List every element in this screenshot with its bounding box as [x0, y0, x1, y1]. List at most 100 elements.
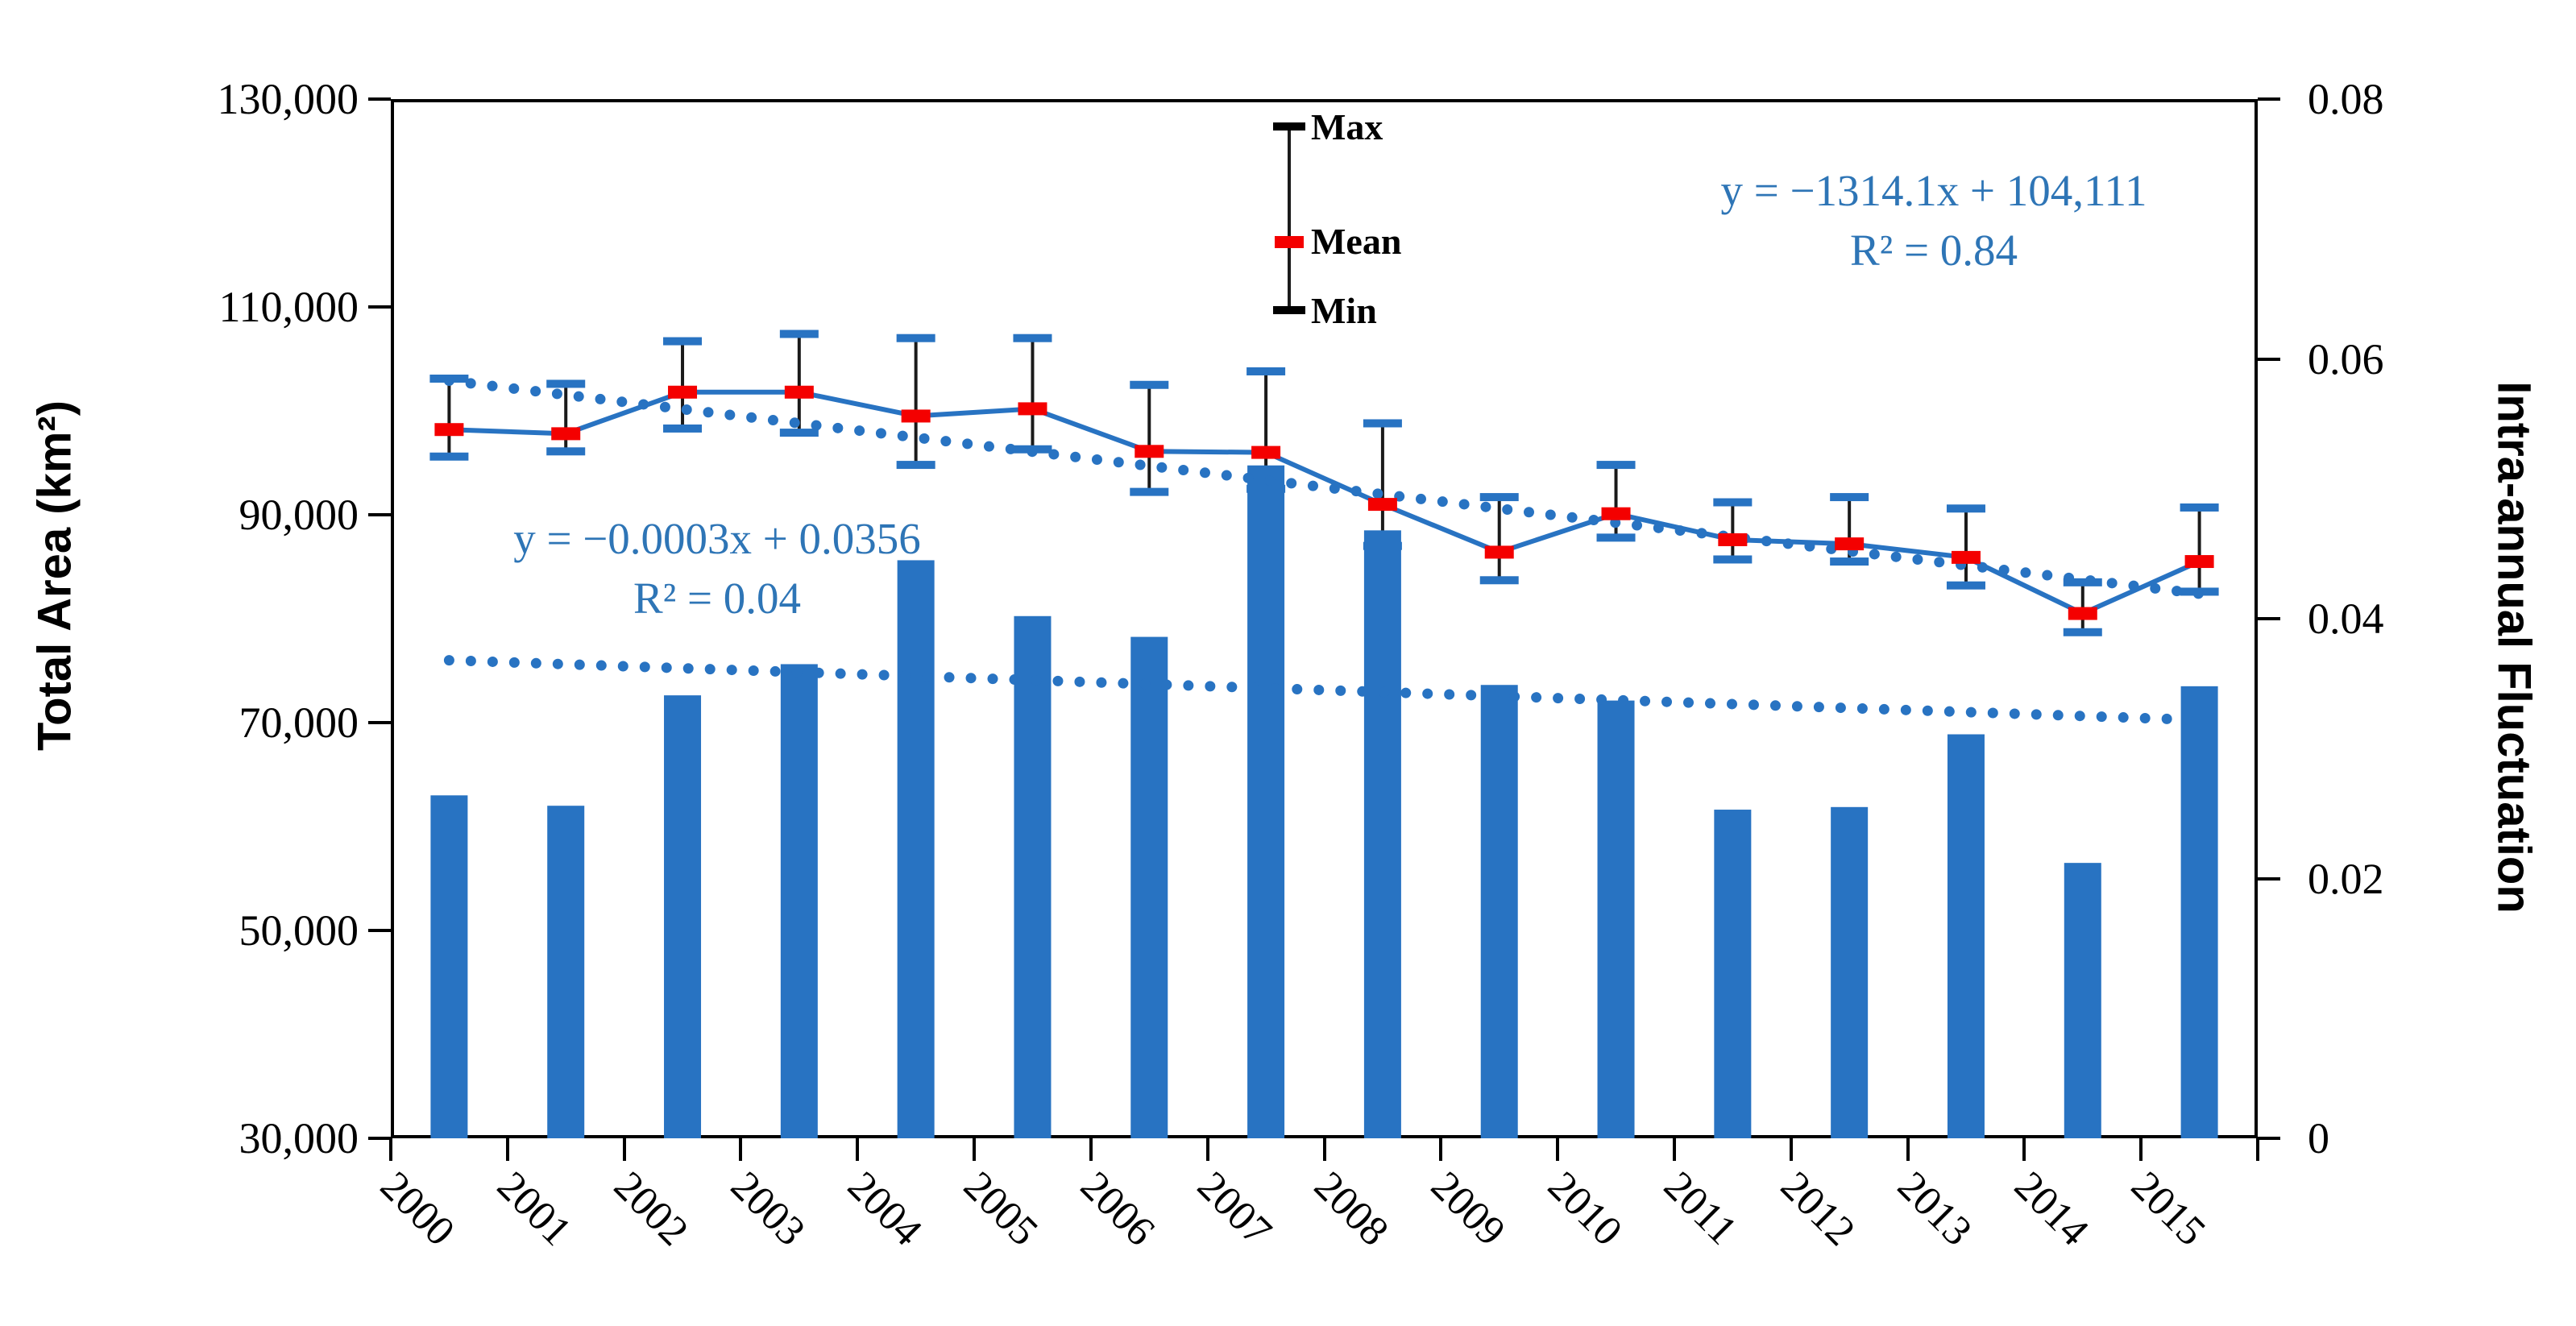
- bar-2002: [664, 695, 702, 1138]
- mean-marker-2000: [434, 423, 464, 437]
- errorbar-max-cap-2006: [1130, 380, 1169, 389]
- mean-marker-2012: [1835, 537, 1865, 551]
- errorbar-min-cap-2006: [1130, 487, 1169, 496]
- legend-errorbar-stem: [1288, 126, 1291, 310]
- bar-2001: [547, 806, 585, 1138]
- left-axis-label-110000: 110,000: [218, 283, 359, 331]
- left-axis-tick-130000: [368, 97, 391, 101]
- errorbar-min-cap-2013: [1946, 581, 1985, 590]
- legend-max-cap-icon: [1273, 122, 1305, 131]
- right-axis-tick-0.02: [2258, 876, 2280, 881]
- errorbar-min-cap-2003: [779, 429, 819, 437]
- x-axis-tick-13: [1906, 1138, 1910, 1161]
- errorbar-min-cap-2014: [2063, 628, 2102, 636]
- legend-mean-marker-icon: [1275, 236, 1304, 248]
- mean-marker-2013: [1951, 550, 1981, 564]
- left-axis-label-70000: 70,000: [239, 698, 359, 747]
- right-axis-tick-0: [2258, 1137, 2280, 1140]
- x-axis-label-2001: 2001: [488, 1162, 581, 1255]
- x-axis-tick-2: [622, 1138, 626, 1161]
- plot-canvas: [429, 329, 2219, 1138]
- plot-area-border: [391, 99, 2258, 1138]
- x-axis-tick-4: [856, 1138, 860, 1161]
- fluctuation-trendline: [443, 655, 2205, 726]
- x-axis-label-2002: 2002: [605, 1162, 697, 1255]
- x-axis-tick-10: [1556, 1138, 1560, 1161]
- right-axis-label-0.08: 0.08: [2308, 75, 2384, 123]
- x-axis-label-2007: 2007: [1188, 1162, 1280, 1255]
- bar-2012: [1831, 806, 1869, 1138]
- x-axis-label-2010: 2010: [1538, 1162, 1631, 1255]
- x-axis-label-2004: 2004: [838, 1162, 931, 1255]
- right-axis-tick-0.08: [2258, 97, 2280, 101]
- errorbar-max-cap-2011: [1713, 498, 1753, 507]
- errorbar-max-cap-2003: [779, 329, 819, 338]
- errorbar-max-cap-2008: [1363, 419, 1402, 428]
- legend-min-cap-icon: [1273, 306, 1305, 314]
- x-axis-label-2012: 2012: [1772, 1162, 1864, 1255]
- left-axis-tick-30000: [368, 1137, 391, 1140]
- errorbar-max-cap-2005: [1013, 334, 1052, 342]
- left-axis-tick-70000: [368, 721, 391, 724]
- errorbar-max-cap-2014: [2063, 578, 2102, 586]
- mean-marker-2015: [2184, 555, 2214, 569]
- errorbar-max-cap-2015: [2180, 503, 2219, 512]
- x-axis-tick-3: [739, 1138, 743, 1161]
- x-axis-label-2009: 2009: [1421, 1162, 1514, 1255]
- right-axis-label-0.02: 0.02: [2308, 854, 2384, 903]
- bar-2008: [1363, 530, 1401, 1138]
- fluctuation-trend-equation-line1: y = −0.0003x + 0.0356: [513, 514, 921, 563]
- right-axis-label-0.06: 0.06: [2308, 334, 2384, 383]
- errorbar-min-cap-2000: [429, 452, 469, 461]
- errorbar-min-cap-2001: [546, 447, 586, 456]
- x-axis-label-2003: 2003: [721, 1162, 814, 1255]
- left-axis-label-130000: 130,000: [217, 75, 359, 123]
- x-axis-tick-11: [1672, 1138, 1676, 1161]
- x-axis-label-2000: 2000: [371, 1162, 464, 1255]
- errorbar-min-cap-2012: [1830, 557, 1869, 566]
- mean-marker-2011: [1718, 532, 1748, 546]
- mean-marker-2007: [1251, 445, 1281, 459]
- x-axis-label-2008: 2008: [1305, 1162, 1397, 1255]
- right-axis-label-0.04: 0.04: [2308, 595, 2384, 643]
- mean-marker-2005: [1018, 402, 1047, 416]
- left-axis-tick-110000: [368, 305, 391, 309]
- bar-2010: [1597, 700, 1635, 1138]
- errorbar-max-cap-2013: [1946, 504, 1985, 513]
- x-axis-tick-1: [505, 1138, 509, 1161]
- area-trend-equation-line1: y = −1314.1x + 104,111: [1720, 166, 2147, 215]
- errorbar-max-cap-2001: [546, 379, 586, 388]
- x-axis-label-2005: 2005: [955, 1162, 1047, 1255]
- bar-2004: [897, 560, 935, 1138]
- bar-2009: [1480, 685, 1518, 1138]
- bar-2006: [1130, 636, 1168, 1138]
- left-axis-title: Total Area (km²): [28, 400, 81, 752]
- errorbar-min-cap-2009: [1479, 576, 1519, 585]
- x-axis-tick-6: [1089, 1138, 1093, 1161]
- left-axis-tick-90000: [368, 513, 391, 516]
- x-axis-tick-16: [2256, 1138, 2259, 1161]
- x-axis-tick-14: [2022, 1138, 2026, 1161]
- errorbar-min-cap-2011: [1713, 555, 1753, 564]
- left-axis-label-90000: 90,000: [239, 491, 359, 539]
- mean-marker-2014: [2068, 607, 2097, 620]
- errorbar-min-cap-2010: [1596, 533, 1636, 542]
- legend: Max Mean Min: [1269, 106, 1527, 338]
- area-trend-equation: y = −1314.1x + 104,111 R² = 0.84: [1620, 161, 2248, 280]
- mean-marker-2001: [551, 427, 581, 441]
- area-trend-equation-line2: R² = 0.84: [1850, 226, 2018, 275]
- x-axis-tick-8: [1322, 1138, 1326, 1161]
- x-axis-label-2014: 2014: [2005, 1162, 2097, 1255]
- errorbar-max-cap-2012: [1830, 493, 1869, 502]
- x-axis-label-2015: 2015: [2122, 1162, 2214, 1255]
- mean-marker-2006: [1135, 445, 1164, 458]
- mean-marker-2003: [784, 385, 814, 399]
- mean-marker-2008: [1367, 498, 1397, 512]
- errorbar-min-cap-2004: [896, 461, 935, 470]
- right-axis-label-0: 0: [2308, 1114, 2329, 1162]
- bar-2000: [430, 795, 468, 1138]
- errorbar-max-cap-2009: [1479, 493, 1519, 502]
- x-axis-label-2006: 2006: [1072, 1162, 1164, 1255]
- legend-label-max: Max: [1311, 106, 1383, 147]
